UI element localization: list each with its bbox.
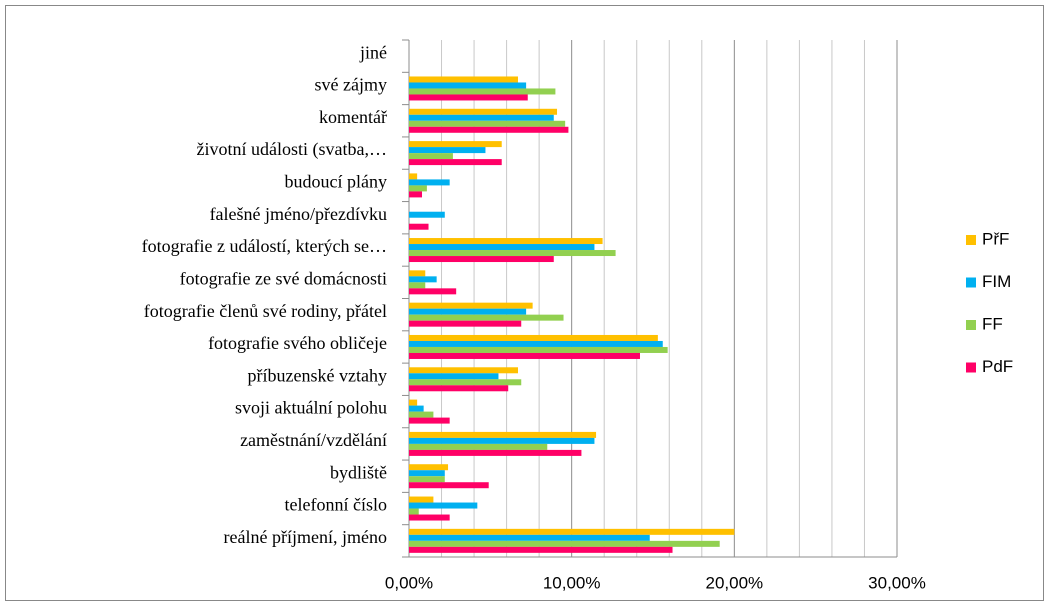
bar xyxy=(409,282,426,289)
y-tick-label: příbuzenské vztahy xyxy=(248,365,387,385)
bar xyxy=(409,276,437,283)
legend-label: FF xyxy=(982,314,1003,333)
bar xyxy=(409,108,558,115)
bar xyxy=(409,191,423,198)
bar xyxy=(409,244,595,251)
bar xyxy=(409,250,616,257)
bar xyxy=(409,373,499,380)
bar xyxy=(409,88,556,95)
y-tick-label: budoucí plány xyxy=(285,172,387,192)
bar xyxy=(409,502,478,509)
bar xyxy=(409,270,426,277)
x-tick-label: 10,00% xyxy=(543,573,601,592)
legend-swatch xyxy=(966,277,976,288)
legend-swatch xyxy=(966,320,976,330)
bar xyxy=(409,464,449,471)
legend-swatch xyxy=(966,362,976,373)
bar xyxy=(409,153,453,160)
legend-label: FIM xyxy=(982,272,1011,291)
bar xyxy=(409,431,597,438)
bar xyxy=(409,385,509,392)
bar xyxy=(409,147,486,154)
bar xyxy=(409,302,533,309)
bar xyxy=(409,141,502,148)
bar xyxy=(409,411,434,418)
bar xyxy=(409,256,554,263)
y-tick-label: své zájmy xyxy=(315,75,387,95)
y-tick-label: jiné xyxy=(359,42,387,62)
bar xyxy=(409,179,450,186)
y-tick-label: reálné příjmení, jméno xyxy=(224,527,387,547)
bar xyxy=(409,185,427,192)
y-tick-label: bydliště xyxy=(330,462,387,482)
legend-label: PdF xyxy=(982,357,1013,376)
bar xyxy=(409,352,640,359)
bar xyxy=(409,334,658,341)
bar xyxy=(409,308,527,315)
bar xyxy=(409,540,720,547)
bar xyxy=(409,443,548,450)
y-tick-label: fotografie ze své domácnosti xyxy=(180,268,387,288)
bar xyxy=(409,314,564,321)
bar xyxy=(409,288,457,295)
x-tick-label: 20,00% xyxy=(705,573,763,592)
bar xyxy=(409,320,522,327)
bar xyxy=(409,528,735,535)
y-tick-label: životní události (svatba,… xyxy=(197,139,387,160)
bar xyxy=(409,379,522,386)
bar xyxy=(409,496,434,503)
bar xyxy=(409,482,489,489)
bar xyxy=(409,76,518,83)
legend-swatch xyxy=(966,235,976,245)
bar xyxy=(409,476,445,483)
bar xyxy=(409,514,450,521)
bar xyxy=(409,470,445,477)
y-tick-label: falešné jméno/přezdívku xyxy=(210,204,387,224)
bar xyxy=(409,340,663,347)
bar xyxy=(409,120,566,127)
bar xyxy=(409,508,419,515)
bar xyxy=(409,417,450,424)
bar xyxy=(409,223,429,230)
bar xyxy=(409,367,518,374)
bar xyxy=(409,346,668,353)
bar xyxy=(409,126,569,133)
y-tick-label: fotografie svého obličeje xyxy=(208,333,387,353)
bar xyxy=(409,211,445,218)
bar xyxy=(409,534,650,541)
bar xyxy=(409,82,527,89)
y-tick-label: telefonní číslo xyxy=(285,495,387,515)
bar xyxy=(409,94,528,101)
bar xyxy=(409,159,502,166)
bar xyxy=(409,114,554,121)
x-tick-label: 0,00% xyxy=(385,573,433,592)
bar xyxy=(409,546,673,553)
bar xyxy=(409,405,424,412)
y-tick-label: svoji aktuální polohu xyxy=(235,398,387,418)
y-tick-label: fotografie členů své rodiny, přátel xyxy=(144,301,387,321)
bar xyxy=(409,238,603,245)
y-tick-label: komentář xyxy=(319,107,387,127)
y-tick-label: fotografie z událostí, kterých se… xyxy=(142,236,387,256)
bar xyxy=(409,399,418,406)
legend-label: PřF xyxy=(982,229,1009,248)
bar xyxy=(409,449,582,456)
x-tick-label: 30,00% xyxy=(868,573,926,592)
y-tick-label: zaměstnání/vzdělání xyxy=(240,430,387,450)
bar xyxy=(409,173,418,180)
bar xyxy=(409,437,595,444)
